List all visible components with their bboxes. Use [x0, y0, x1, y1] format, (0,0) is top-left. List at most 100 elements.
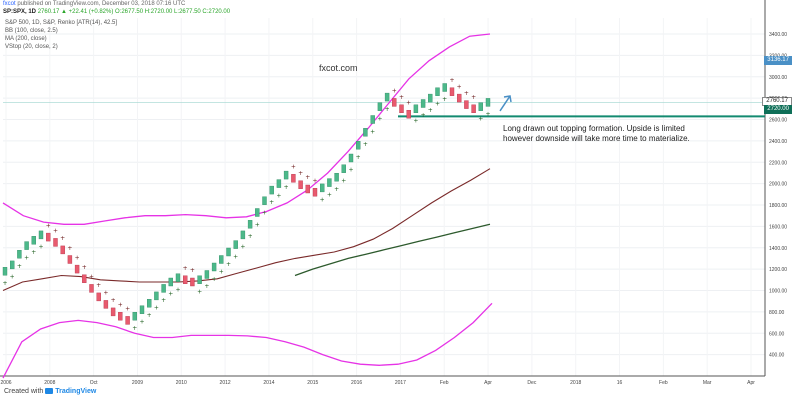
renko-brick — [305, 184, 310, 194]
renko-brick — [428, 93, 433, 103]
vstop-marker: + — [392, 88, 397, 95]
renko-brick — [89, 284, 94, 293]
renko-brick — [283, 170, 289, 180]
vstop-marker: + — [348, 167, 353, 174]
vstop-marker: + — [38, 244, 43, 251]
vstop-marker: + — [53, 228, 58, 235]
x-tick-label-14: 16 — [617, 380, 623, 386]
renko-brick — [190, 277, 195, 287]
vstop-marker: + — [413, 118, 418, 125]
author-link[interactable]: fxcot — [3, 1, 16, 7]
renko-brick — [255, 208, 260, 217]
x-tick-label-16: Mar — [703, 380, 712, 386]
vstop-marker: + — [190, 267, 195, 274]
renko-brick — [327, 178, 332, 187]
vstop-marker: + — [356, 154, 361, 161]
x-tick-label-4: 2010 — [176, 380, 187, 386]
vstop-marker: + — [111, 297, 116, 304]
renko-brick — [139, 305, 145, 314]
vstop-line — [294, 223, 491, 277]
y-tick-label-9: 2200.00 — [769, 160, 787, 166]
renko-brick — [103, 300, 109, 309]
vstop-marker: + — [103, 290, 108, 297]
x-tick-label-1: 2008 — [44, 380, 55, 386]
renko-brick — [341, 164, 346, 173]
vstop-marker: + — [255, 221, 260, 228]
vstop-marker: + — [197, 289, 202, 296]
renko-brick — [247, 220, 253, 229]
y-tick-label-8: 2000.00 — [769, 182, 787, 188]
renko-brick — [276, 179, 282, 188]
annotation-text: Long drawn out topping formation. Upside… — [503, 124, 690, 143]
renko-brick — [233, 240, 238, 249]
vstop-marker: + — [428, 107, 433, 114]
vstop-marker: + — [327, 191, 332, 198]
renko-brick — [449, 87, 455, 96]
vstop-marker: + — [2, 280, 7, 287]
vstop-marker: + — [24, 254, 29, 261]
renko-brick — [471, 104, 476, 114]
indicator-ma[interactable]: MA (200, close) — [5, 36, 47, 42]
x-tick-label-0: 2006 — [0, 380, 11, 386]
vstop-marker: + — [284, 184, 289, 191]
price-tag-current: 2720.00 — [764, 105, 792, 114]
renko-brick — [377, 102, 383, 111]
indicator-vstop[interactable]: VStop (20, close, 2) — [5, 44, 58, 50]
vstop-marker: + — [471, 94, 476, 101]
forecast-arrow-shaft — [499, 95, 511, 112]
renko-brick — [38, 230, 44, 240]
x-tick-label-13: 2018 — [570, 380, 581, 386]
renko-brick — [2, 267, 8, 276]
symbol-name: SP:SPX, 1D — [3, 9, 37, 15]
renko-brick — [125, 316, 130, 325]
vstop-marker: + — [305, 174, 310, 181]
renko-brick — [442, 83, 447, 92]
vstop-marker: + — [291, 164, 296, 171]
renko-brick — [219, 255, 224, 264]
renko-brick — [204, 270, 210, 279]
renko-brick — [298, 180, 303, 189]
vstop-marker: + — [457, 83, 462, 90]
renko-brick — [384, 92, 390, 102]
renko-brick — [118, 312, 123, 321]
indicator-bb[interactable]: BB (100, close, 2.5) — [5, 28, 58, 34]
vstop-marker: + — [31, 249, 36, 256]
vstop-marker: + — [175, 286, 180, 293]
y-tick-label-10: 2400.00 — [769, 139, 787, 145]
vstop-marker: + — [10, 274, 15, 281]
renko-brick — [175, 273, 181, 282]
vstop-marker: + — [435, 101, 440, 108]
x-tick-label-5: 2012 — [220, 380, 231, 386]
renko-brick — [146, 299, 152, 308]
x-tick-label-2: Oct — [90, 380, 98, 386]
x-tick-label-11: Apr — [484, 380, 492, 386]
y-tick-label-13: 3000.00 — [769, 75, 787, 81]
x-tick-label-8: 2016 — [351, 380, 362, 386]
renko-brick — [182, 275, 188, 284]
x-tick-label-15: Feb — [659, 380, 668, 386]
y-tick-label-15: 3400.00 — [769, 32, 787, 38]
vstop-marker: + — [269, 199, 274, 206]
vstop-marker: + — [312, 177, 317, 184]
indicator-renko[interactable]: S&P 500, 1D, S&P, Renko [ATR(14), 42.5] — [5, 20, 118, 26]
vstop-marker: + — [219, 268, 224, 275]
renko-brick — [31, 236, 36, 245]
renko-brick — [370, 115, 375, 124]
vstop-marker: + — [377, 116, 382, 123]
renko-brick — [435, 87, 440, 96]
renko-brick — [226, 247, 231, 257]
vstop-marker: + — [421, 112, 426, 119]
y-tick-label-5: 1400.00 — [769, 246, 787, 252]
footer-brand[interactable]: TradingView — [55, 388, 97, 395]
vstop-marker: + — [212, 276, 217, 283]
renko-brick — [356, 140, 361, 150]
renko-brick — [197, 275, 202, 284]
renko-brick — [420, 99, 426, 108]
vstop-marker: + — [334, 186, 339, 193]
vstop-marker: + — [478, 116, 483, 123]
vstop-marker: + — [125, 306, 130, 313]
vstop-marker: + — [118, 301, 123, 308]
forecast-arrow-head-icon — [503, 95, 512, 103]
